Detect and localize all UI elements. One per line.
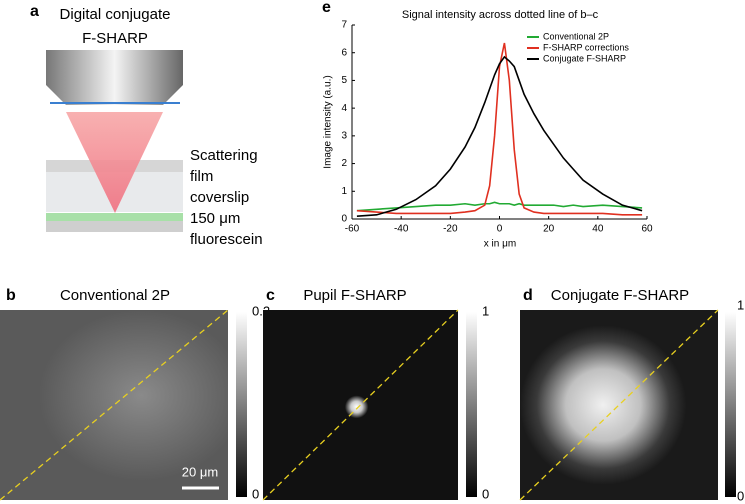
colorbar-label: 0 bbox=[482, 486, 489, 501]
series-line bbox=[356, 201, 643, 212]
legend-label: F-SHARP corrections bbox=[543, 42, 629, 52]
fluorescein bbox=[46, 213, 183, 221]
profile-line bbox=[519, 309, 719, 501]
chart-title: Signal intensity across dotted line of b… bbox=[402, 9, 599, 21]
profile-line bbox=[262, 309, 459, 501]
x-tick-label: 0 bbox=[497, 224, 503, 235]
x-tick-label: -20 bbox=[443, 224, 458, 235]
x-tick-label: 40 bbox=[592, 224, 604, 235]
colorbar bbox=[725, 312, 736, 497]
panel-title: Pupil F-SHARP bbox=[303, 287, 406, 304]
y-axis-label: Image intensity (a.u.) bbox=[323, 75, 334, 168]
colorbar bbox=[466, 312, 477, 497]
legend-label: Conventional 2P bbox=[543, 31, 609, 41]
colorbar-label: 0 bbox=[252, 486, 259, 501]
x-tick-label: 20 bbox=[543, 224, 555, 235]
layer-label: 150 μm bbox=[190, 210, 240, 227]
image bbox=[0, 310, 228, 500]
panel-label: a bbox=[30, 3, 39, 20]
y-tick-label: 7 bbox=[341, 20, 347, 31]
objective bbox=[46, 50, 183, 85]
panel-label: e bbox=[322, 0, 331, 16]
y-tick-label: 3 bbox=[341, 130, 347, 141]
y-tick-label: 5 bbox=[341, 75, 347, 86]
colorbar-label: 0 bbox=[737, 488, 744, 503]
colorbar-label: 1 bbox=[737, 297, 744, 312]
panel-label: d bbox=[523, 287, 533, 304]
panel-label: c bbox=[266, 287, 275, 304]
layer-label: Scattering bbox=[190, 147, 258, 164]
objective-tip bbox=[46, 85, 183, 105]
x-tick-label: 60 bbox=[641, 224, 653, 235]
x-axis-label: x in μm bbox=[484, 239, 516, 250]
y-tick-label: 4 bbox=[341, 103, 347, 114]
scale-bar-label: 20 μm bbox=[182, 464, 218, 479]
y-tick-label: 2 bbox=[341, 158, 347, 169]
y-tick-label: 0 bbox=[341, 214, 347, 225]
layer-label: film bbox=[190, 168, 213, 185]
slide bbox=[46, 221, 183, 232]
colorbar bbox=[236, 312, 247, 497]
panel-title: Digital conjugate bbox=[60, 6, 171, 23]
colorbar-label: 1 bbox=[482, 303, 489, 318]
x-tick-label: -40 bbox=[394, 224, 409, 235]
panel-label: b bbox=[6, 287, 16, 304]
x-tick-label: -60 bbox=[345, 224, 360, 235]
y-tick-label: 6 bbox=[341, 47, 347, 58]
panel-title: Conjugate F-SHARP bbox=[551, 287, 689, 304]
layer-label: fluorescein bbox=[190, 231, 263, 248]
panel-title: F-SHARP bbox=[82, 30, 148, 47]
panel-title: Conventional 2P bbox=[60, 287, 170, 304]
layer-label: coverslip bbox=[190, 189, 249, 206]
y-tick-label: 1 bbox=[341, 186, 347, 197]
beam bbox=[66, 112, 163, 213]
series-line bbox=[356, 55, 643, 218]
series-line bbox=[356, 42, 643, 216]
legend-label: Conjugate F-SHARP bbox=[543, 53, 626, 63]
